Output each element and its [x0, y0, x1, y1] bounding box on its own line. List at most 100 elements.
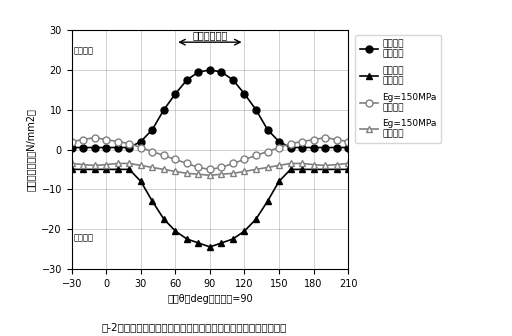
Eg=150MPa
（外側）	[69, 161, 75, 165]
裳注なし
（内側）	[265, 128, 271, 132]
Eg=150MPa
（外側）	[230, 171, 236, 175]
Eg=150MPa
（内側）	[253, 154, 259, 158]
裳注なし
（外側）	[115, 167, 121, 171]
裳注なし
（外側）	[161, 217, 167, 221]
裳注なし
（外側）	[184, 237, 190, 241]
Eg=150MPa
（外側）	[345, 161, 351, 165]
Eg=150MPa
（内側）	[334, 137, 340, 141]
Eg=150MPa
（内側）	[322, 135, 328, 140]
裳注なし
（内側）	[230, 78, 236, 82]
裳注なし
（内側）	[184, 78, 190, 82]
Line: Eg=150MPa
（内側）: Eg=150MPa （内側）	[68, 134, 352, 173]
Eg=150MPa
（外側）	[150, 165, 156, 169]
裳注なし
（内側）	[310, 145, 316, 150]
裳注なし
（内側）	[161, 108, 167, 112]
Eg=150MPa
（内側）	[276, 145, 282, 150]
Eg=150MPa
（内側）	[115, 139, 121, 143]
裳注なし
（内側）	[345, 145, 351, 150]
裳注なし
（外側）	[345, 167, 351, 171]
Eg=150MPa
（内側）	[69, 139, 75, 143]
Y-axis label: 覆工の縁応力（N/mm2）: 覆工の縁応力（N/mm2）	[26, 108, 36, 191]
Eg=150MPa
（内側）	[288, 141, 294, 145]
裳注なし
（外側）	[253, 217, 259, 221]
Eg=150MPa
（内側）	[345, 139, 351, 143]
Eg=150MPa
（外側）	[265, 165, 271, 169]
裳注なし
（外側）	[126, 167, 132, 171]
Text: 図-2　覆工縁応力における裳込め注入の有無の影響（軟質地山）: 図-2 覆工縁応力における裳込め注入の有無の影響（軟質地山）	[102, 323, 287, 333]
裳注なし
（内側）	[207, 68, 213, 72]
Eg=150MPa
（外側）	[207, 173, 213, 177]
裳注なし
（外側）	[288, 167, 294, 171]
裳注なし
（内側）	[299, 145, 305, 150]
Eg=150MPa
（外側）	[172, 169, 179, 173]
Eg=150MPa
（外側）	[161, 167, 167, 171]
裳注なし
（外側）	[322, 167, 328, 171]
Eg=150MPa
（内側）	[219, 165, 225, 169]
裳注なし
（外側）	[219, 241, 225, 245]
Eg=150MPa
（外側）	[299, 161, 305, 165]
Eg=150MPa
（内側）	[310, 137, 316, 141]
裳注なし
（外側）	[150, 199, 156, 203]
裳注なし
（外側）	[196, 241, 202, 245]
裳注なし
（内側）	[172, 92, 179, 96]
裳注なし
（内側）	[196, 70, 202, 74]
Eg=150MPa
（内側）	[184, 161, 190, 165]
Line: 裳注なし
（内側）: 裳注なし （内側）	[68, 67, 352, 151]
Eg=150MPa
（内側）	[242, 158, 248, 162]
Eg=150MPa
（内側）	[80, 137, 86, 141]
裳注なし
（外側）	[92, 167, 98, 171]
裳注なし
（外側）	[207, 245, 213, 249]
Eg=150MPa
（外側）	[196, 172, 202, 176]
Eg=150MPa
（内側）	[299, 139, 305, 143]
裳注なし
（内側）	[253, 108, 259, 112]
Eg=150MPa
（外側）	[80, 163, 86, 167]
Eg=150MPa
（内側）	[103, 137, 110, 141]
裳注なし
（外側）	[230, 237, 236, 241]
裳注なし
（内側）	[80, 145, 86, 150]
Eg=150MPa
（外側）	[334, 163, 340, 167]
Eg=150MPa
（外側）	[138, 163, 144, 167]
裳注なし
（外側）	[103, 167, 110, 171]
Eg=150MPa
（外側）	[103, 163, 110, 167]
裳注なし
（外側）	[334, 167, 340, 171]
Eg=150MPa
（内側）	[172, 158, 179, 162]
Eg=150MPa
（外側）	[288, 161, 294, 165]
裳注なし
（外側）	[80, 167, 86, 171]
Text: 背面空洞範囲: 背面空洞範囲	[193, 30, 227, 40]
Eg=150MPa
（外側）	[322, 163, 328, 167]
裳注なし
（外側）	[299, 167, 305, 171]
裳注なし
（外側）	[242, 229, 248, 233]
Eg=150MPa
（外側）	[310, 163, 316, 167]
Text: （圧縮）: （圧縮）	[74, 233, 94, 242]
Eg=150MPa
（外側）	[126, 161, 132, 165]
裳注なし
（内側）	[322, 145, 328, 150]
Eg=150MPa
（内側）	[196, 165, 202, 169]
裳注なし
（外側）	[276, 179, 282, 183]
Eg=150MPa
（内側）	[265, 150, 271, 154]
Line: Eg=150MPa
（外側）: Eg=150MPa （外側）	[68, 160, 352, 179]
裳注なし
（内側）	[103, 145, 110, 150]
裳注なし
（内側）	[69, 145, 75, 150]
裳注なし
（内側）	[150, 128, 156, 132]
裳注なし
（内側）	[276, 139, 282, 143]
Eg=150MPa
（内側）	[207, 167, 213, 171]
裳注なし
（外側）	[69, 167, 75, 171]
裳注なし
（外側）	[310, 167, 316, 171]
裳注なし
（内側）	[138, 139, 144, 143]
裳注なし
（内側）	[219, 70, 225, 74]
Eg=150MPa
（外側）	[242, 169, 248, 173]
裳注なし
（外側）	[265, 199, 271, 203]
裳注なし
（内側）	[288, 145, 294, 150]
裳注なし
（外側）	[172, 229, 179, 233]
裳注なし
（外側）	[138, 179, 144, 183]
Eg=150MPa
（外側）	[92, 163, 98, 167]
Eg=150MPa
（内側）	[230, 161, 236, 165]
裳注なし
（内側）	[242, 92, 248, 96]
Eg=150MPa
（内側）	[92, 135, 98, 140]
X-axis label: 角度θ（deg）　天端=90: 角度θ（deg） 天端=90	[167, 294, 253, 304]
Eg=150MPa
（内側）	[150, 150, 156, 154]
Eg=150MPa
（外側）	[253, 167, 259, 171]
Eg=150MPa
（内側）	[138, 145, 144, 150]
Eg=150MPa
（外側）	[115, 161, 121, 165]
Line: 裳注なし
（外側）: 裳注なし （外側）	[68, 166, 352, 250]
